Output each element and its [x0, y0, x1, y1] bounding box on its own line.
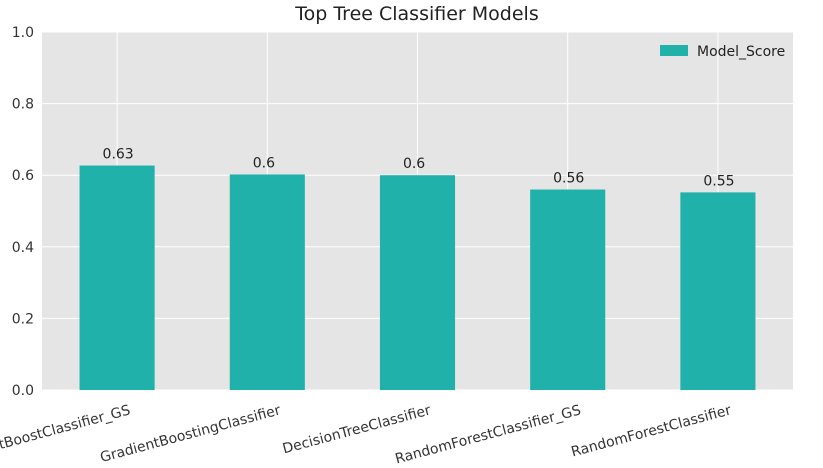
- data-label: 0.63: [103, 147, 134, 163]
- bar: [530, 189, 606, 390]
- data-label: 0.56: [553, 171, 584, 187]
- chart-title: Top Tree Classifier Models: [294, 3, 538, 25]
- y-tick-label: 0.4: [12, 240, 34, 256]
- legend-label: Model_Score: [697, 44, 785, 60]
- y-tick-label: 0.6: [12, 168, 34, 184]
- y-tick-label: 1.0: [12, 25, 34, 41]
- bar: [680, 192, 756, 390]
- y-tick-label: 0.8: [12, 97, 34, 113]
- data-label: 0.6: [253, 155, 275, 171]
- data-label: 0.6: [403, 156, 425, 172]
- bar: [79, 165, 155, 390]
- bar: [379, 175, 456, 390]
- x-tick-group: GradientBoostClassifier_GSGradientBoosti…: [0, 402, 733, 467]
- y-tick-label: 0.2: [12, 311, 34, 327]
- legend-swatch: [660, 45, 688, 56]
- y-tick-group: 0.0 0.2 0.4 0.6 0.8 1.0: [12, 25, 34, 399]
- y-tick-label: 0.0: [12, 383, 34, 399]
- data-label: 0.55: [703, 173, 734, 189]
- bar-group: [79, 165, 756, 390]
- data-label-group: 0.63 0.6 0.6 0.56 0.55: [103, 147, 735, 190]
- x-tick-label: RandomForestClassifier: [570, 402, 734, 460]
- bar: [229, 174, 305, 390]
- legend: Model_Score: [660, 44, 785, 60]
